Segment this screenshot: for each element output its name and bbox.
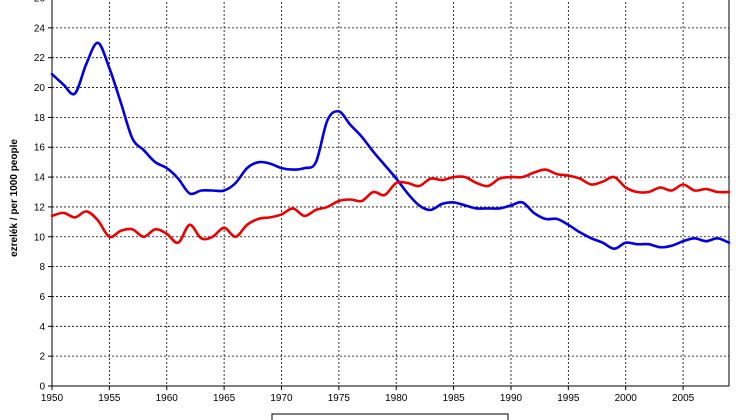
x-tick-label: 1985	[442, 393, 465, 404]
grid	[52, 0, 729, 386]
y-tick-label: 14	[34, 173, 46, 184]
series	[50, 41, 731, 250]
legend-box	[271, 413, 509, 420]
x-tick-label: 1980	[385, 393, 408, 404]
x-tick-label: 1995	[557, 393, 580, 404]
y-tick-label: 8	[39, 262, 45, 273]
y-tick-label: 4	[39, 322, 45, 333]
y-tick-label: 24	[34, 23, 46, 34]
y-tick-label: 10	[34, 232, 46, 243]
x-tick-label: 1960	[156, 393, 179, 404]
x-tick-label: 1990	[500, 393, 523, 404]
y-tick-label: 2	[39, 352, 45, 363]
y-tick-label: 18	[34, 113, 46, 124]
x-tick-label: 1975	[328, 393, 351, 404]
y-tick-label: 0	[39, 382, 45, 393]
tick-labels: 1950 1955 1960 1965 1970 1975 1980 1985 1990 1995…	[34, 0, 695, 404]
y-axis-title: ezrelék / per 1000 people	[9, 139, 20, 257]
y-tick-label: 20	[34, 83, 46, 94]
y-tick-label: 6	[39, 292, 45, 303]
y-tick-label: 12	[34, 202, 46, 213]
y-tick-label: 22	[34, 53, 46, 64]
y-tick-label: 16	[34, 143, 46, 154]
x-tick-label: 1955	[98, 393, 121, 404]
series-line-2	[50, 168, 731, 245]
x-tick-label: 2000	[615, 393, 638, 404]
axes	[48, 0, 730, 390]
x-tick-label: 2005	[672, 393, 695, 404]
series-line-1	[50, 41, 731, 250]
x-tick-label: 1970	[270, 393, 293, 404]
x-tick-label: 1950	[41, 393, 64, 404]
x-tick-label: 1965	[213, 393, 236, 404]
y-tick-label: 26	[34, 0, 46, 5]
